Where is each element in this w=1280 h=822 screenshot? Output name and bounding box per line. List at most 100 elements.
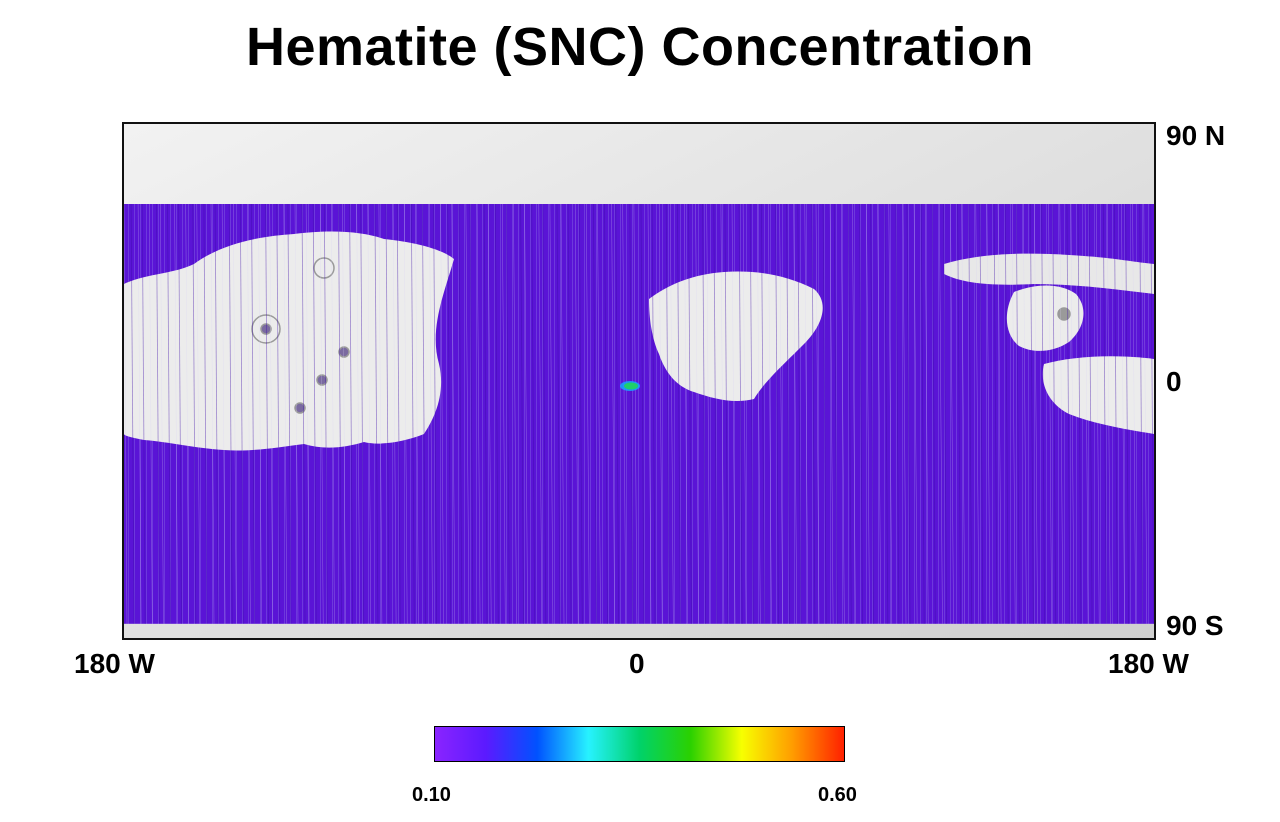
orbit-track-line	[338, 203, 342, 624]
orbit-track-line	[513, 203, 517, 624]
orbit-track-line	[1095, 203, 1100, 624]
orbit-track-line	[924, 203, 929, 624]
orbit-track-line	[1114, 203, 1118, 624]
orbit-track-line	[520, 203, 524, 624]
orbit-tracks	[124, 203, 1154, 624]
arabia-no-data-region	[649, 271, 823, 402]
orbit-track-line	[192, 203, 197, 624]
orbit-track-line	[185, 203, 189, 624]
orbit-track-line	[731, 203, 736, 624]
orbit-track-line	[768, 203, 772, 624]
orbit-track-line	[156, 203, 160, 624]
orbit-track-line	[374, 203, 379, 624]
lon-label-east: 180 W	[1108, 648, 1189, 679]
orbit-track-line	[356, 203, 360, 624]
orbit-track-line	[1143, 203, 1148, 624]
orbit-track-line	[884, 203, 889, 624]
orbit-track-line	[852, 203, 856, 624]
orbit-track-line	[913, 203, 918, 624]
orbit-track-line	[586, 203, 590, 624]
orbit-track-line	[1139, 203, 1144, 624]
orbit-track-line	[640, 203, 645, 624]
meridiani-hotspot	[620, 381, 640, 391]
orbit-track-line	[775, 203, 779, 624]
orbit-track-line	[531, 203, 536, 624]
orbit-track-line	[604, 203, 608, 624]
orbit-track-line	[993, 203, 998, 624]
orbit-track-line	[415, 203, 419, 624]
orbit-track-line	[476, 203, 481, 624]
orbit-track-line	[305, 203, 310, 624]
orbit-track-line	[779, 203, 783, 624]
orbit-track-line	[1015, 203, 1020, 624]
orbit-track-line	[706, 203, 710, 624]
orbit-track-line	[920, 203, 925, 624]
orbit-track-line	[943, 203, 947, 624]
orbit-track-line	[1150, 203, 1154, 624]
orbit-track-line	[815, 203, 820, 624]
orbit-track-line	[822, 203, 827, 624]
orbit-track-line	[1052, 203, 1057, 624]
orbit-track-line	[670, 203, 674, 624]
orbit-track-line	[997, 203, 1002, 624]
orbit-track-line	[210, 203, 215, 624]
orbit-track-line	[833, 203, 838, 624]
orbit-track-line	[1004, 203, 1009, 624]
orbit-track-line	[465, 203, 470, 624]
orbit-track-line	[574, 203, 579, 624]
orbit-track-line	[906, 203, 911, 624]
orbit-track-line	[724, 203, 729, 624]
orbit-track-line	[283, 203, 288, 624]
orbit-track-line	[761, 203, 765, 624]
orbit-track-line	[647, 203, 652, 624]
orbit-track-line	[403, 203, 408, 624]
chart-title: Hematite (SNC) Concentration	[245, 17, 1035, 77]
orbit-track-line	[301, 203, 306, 624]
orbit-track-line	[506, 203, 510, 624]
orbit-track-line	[228, 203, 233, 624]
orbit-track-line	[738, 203, 743, 624]
orbit-track-line	[829, 203, 834, 624]
orbit-track-line	[688, 203, 692, 624]
orbit-track-line	[793, 203, 797, 624]
orbit-track-line	[149, 203, 153, 624]
orbit-track-line	[392, 203, 397, 624]
orbit-track-line	[323, 203, 328, 624]
orbit-track-line	[214, 203, 219, 624]
orbit-track-line	[294, 203, 299, 624]
orbit-track-line	[494, 203, 499, 624]
tharsis-volcanoes	[251, 257, 1071, 414]
orbit-track-line	[469, 203, 474, 624]
northeast-no-data-region	[944, 253, 1154, 294]
orbit-track-line	[349, 203, 353, 624]
orbit-track-line	[615, 203, 620, 624]
orbit-track-line	[866, 203, 870, 624]
east-no-data-region	[1042, 356, 1154, 434]
orbit-track-line	[742, 203, 747, 624]
orbit-track-line	[720, 203, 725, 624]
orbit-track-line	[877, 203, 881, 624]
orbit-track-line	[556, 203, 561, 624]
orbit-track-line	[130, 203, 135, 624]
orbit-track-line	[203, 203, 208, 624]
colorbar-min-label: 0.10	[412, 784, 451, 806]
orbit-track-line	[597, 203, 601, 624]
orbit-track-line	[1030, 203, 1034, 624]
orbit-track-line	[265, 203, 269, 624]
orbit-track-line	[1070, 203, 1075, 624]
orbit-track-line	[258, 203, 262, 624]
orbit-track-line	[360, 203, 365, 624]
orbit-track-line	[447, 203, 452, 624]
orbit-track-line	[410, 203, 415, 624]
orbit-track-line	[888, 203, 893, 624]
orbit-track-line	[549, 203, 554, 624]
orbit-track-line	[629, 203, 634, 624]
lat-label-equator: 0	[1166, 366, 1182, 397]
orbit-track-line	[331, 203, 335, 624]
orbit-track-line	[342, 203, 346, 624]
orbit-track-line	[665, 203, 670, 624]
orbit-track-line	[287, 203, 292, 624]
orbit-track-line	[986, 203, 991, 624]
orbit-track-line	[141, 203, 146, 624]
orbit-track-line	[1084, 203, 1089, 624]
